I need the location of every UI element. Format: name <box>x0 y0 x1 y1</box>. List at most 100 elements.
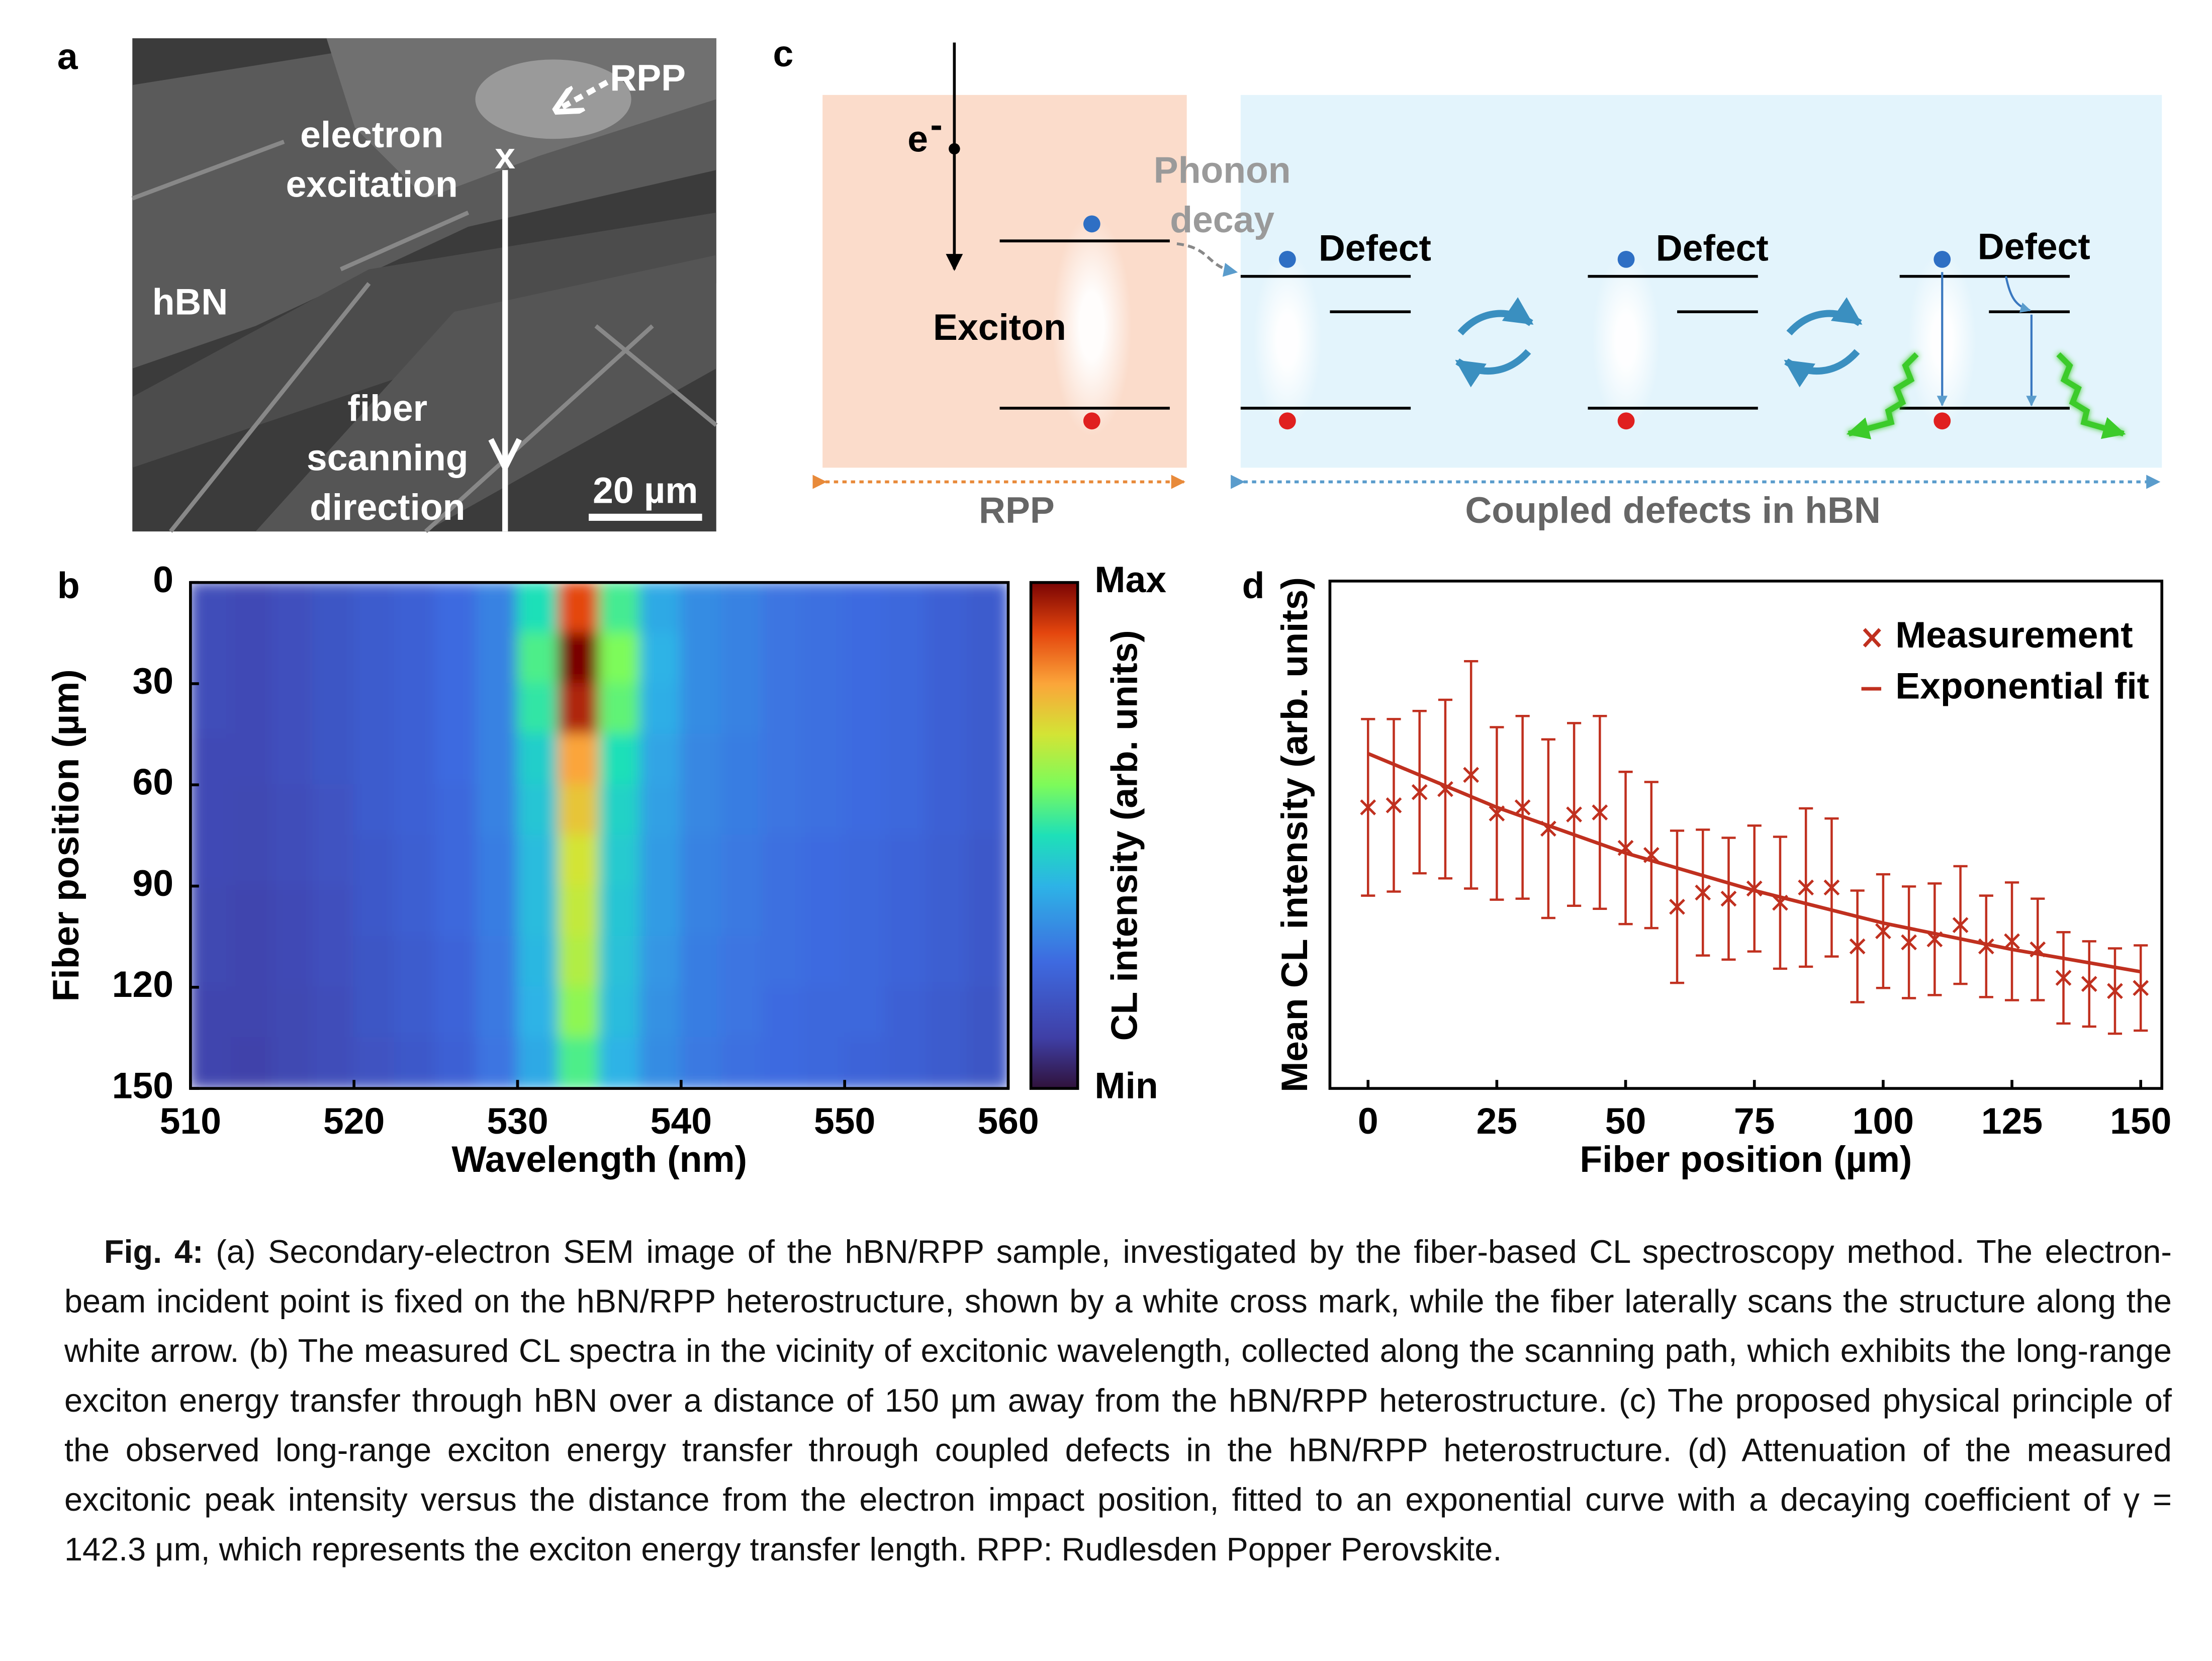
heatmap-cell <box>844 835 886 887</box>
heatmap-cell <box>312 1037 355 1089</box>
heatmap-cell <box>926 835 968 887</box>
heatmap-cell <box>353 835 396 887</box>
phonon-label: decay <box>1170 199 1274 240</box>
heatmap-cell <box>353 784 396 837</box>
sem-label: electron <box>300 114 443 155</box>
heatmap-cell <box>803 784 846 837</box>
heatmap-cell <box>762 835 805 887</box>
heatmap-cell <box>517 986 560 1039</box>
y-tick-label: 150 <box>112 1065 173 1106</box>
x-tick-label: 50 <box>1605 1100 1646 1142</box>
heatmap-cell <box>680 936 723 988</box>
heatmap-cell <box>517 885 560 938</box>
heatmap-cell <box>598 784 641 837</box>
heatmap-cell <box>394 986 437 1039</box>
heatmap-cell <box>721 582 764 634</box>
heatmap-cell <box>844 683 886 735</box>
heatmap-cell <box>271 835 314 887</box>
heatmap-cell <box>885 986 928 1039</box>
heatmap-cell <box>966 936 1008 988</box>
heatmap-cell <box>680 784 723 837</box>
x-tick-label: 550 <box>814 1100 875 1142</box>
heatmap-cell <box>762 582 805 634</box>
heatmap-cell <box>271 733 314 786</box>
heatmap-cell <box>271 632 314 685</box>
heatmap-cell <box>312 835 355 887</box>
heatmap-cell <box>926 784 968 837</box>
heatmap-cell <box>394 632 437 685</box>
heatmap-cell <box>762 632 805 685</box>
heatmap-cell <box>435 733 478 786</box>
heatmap-cell <box>721 733 764 786</box>
data-point <box>1514 799 1531 815</box>
heatmap-cell <box>966 582 1008 634</box>
data-point <box>1901 934 1917 951</box>
heatmap-cell <box>435 582 478 634</box>
heatmap-cell <box>558 784 600 837</box>
heatmap-cell <box>762 936 805 988</box>
heatmap-cell <box>517 733 560 786</box>
heatmap-cell <box>312 784 355 837</box>
heatmap-cell <box>926 733 968 786</box>
heatmap-cell <box>721 632 764 685</box>
heatmap-cell <box>598 885 641 938</box>
data-point <box>1360 799 1376 815</box>
data-point <box>1566 806 1582 822</box>
heatmap-cell <box>190 733 232 786</box>
x-tick-label: 100 <box>1853 1100 1914 1142</box>
heatmap-cell <box>190 784 232 837</box>
data-point <box>1411 784 1428 800</box>
data-point <box>1695 884 1711 901</box>
heatmap-cell <box>639 885 682 938</box>
heatmap-cell <box>885 784 928 837</box>
data-point <box>2055 970 2072 986</box>
heatmap-cell <box>762 784 805 837</box>
heatmap-cell <box>558 632 600 685</box>
colorbar <box>1029 581 1079 1090</box>
heatmap-cell <box>353 683 396 735</box>
heatmap-cell <box>803 582 846 634</box>
heatmap-cell <box>926 683 968 735</box>
heatmap-cell <box>435 835 478 887</box>
heatmap-cell <box>353 733 396 786</box>
heatmap-cell <box>476 1037 518 1089</box>
heatmap-cell <box>639 632 682 685</box>
x-tick-label: 150 <box>2110 1100 2171 1142</box>
sem-label: hBN <box>152 281 228 322</box>
plot-frame <box>189 581 1010 1090</box>
heatmap-cell <box>476 885 518 938</box>
y-axis-label: Mean CL intensity (arb. units) <box>1274 577 1315 1092</box>
heatmap-cell <box>926 986 968 1039</box>
caption-text: (a) Secondary-electron SEM image of the … <box>64 1233 2172 1567</box>
heatmap-cell <box>190 885 232 938</box>
heatmap-cell <box>312 632 355 685</box>
electron-charge: - <box>930 104 942 145</box>
heatmap-cell <box>394 885 437 938</box>
data-point <box>1798 879 1814 896</box>
sem-label: scanning <box>307 437 469 479</box>
heatmap-cell <box>966 986 1008 1039</box>
heatmap-cell <box>803 936 846 988</box>
heatmap-cell <box>271 986 314 1039</box>
heatmap-cell <box>598 936 641 988</box>
heatmap-cell <box>639 1037 682 1089</box>
heatmap-cell <box>680 582 723 634</box>
y-tick-label: 60 <box>133 762 174 803</box>
heatmap-cell <box>885 683 928 735</box>
heatmap-cell <box>721 885 764 938</box>
heatmap-cell <box>353 582 396 634</box>
heatmap-cell <box>639 835 682 887</box>
legend-marker <box>1863 628 1881 648</box>
x-axis-label: Fiber position (µm) <box>1580 1139 1912 1180</box>
heatmap-cell <box>190 582 232 634</box>
heatmap-cell <box>476 936 518 988</box>
heatmap-cell <box>844 632 886 685</box>
heatmap-cell <box>190 986 232 1039</box>
panel-label: b <box>57 565 80 606</box>
legend-label: Exponential fit <box>1895 665 2149 706</box>
diagram <box>812 42 2162 489</box>
heatmap-cell <box>517 936 560 988</box>
heatmap-cell <box>230 986 273 1039</box>
heatmap-cell <box>721 784 764 837</box>
